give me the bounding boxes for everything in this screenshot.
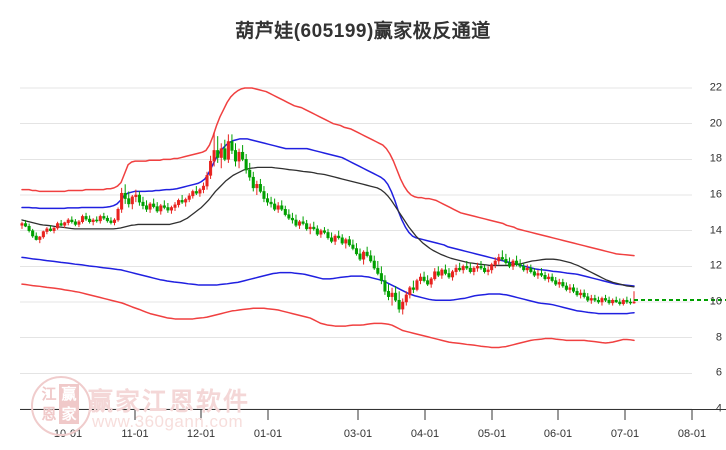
- x-axis-tick-03-01: 03-01: [343, 428, 373, 440]
- y-axis-tick-10: 10: [709, 295, 722, 308]
- page-title: 葫芦娃(605199)赢家极反通道: [235, 21, 491, 42]
- y-axis-tick-22: 22: [709, 81, 722, 94]
- x-axis-tick-06-01: 06-01: [543, 428, 573, 440]
- x-axis-tick-10-01: 10-01: [53, 428, 83, 440]
- x-axis-tick-05-01: 05-01: [477, 428, 507, 440]
- y-axis-tick-6: 6: [715, 366, 722, 379]
- y-axis-tick-18: 18: [709, 152, 722, 165]
- candlestick-series: [20, 132, 636, 315]
- y-axis-tick-12: 12: [709, 259, 722, 272]
- x-axis-tick-marks: [67, 410, 693, 420]
- y-axis-tick-20: 20: [709, 117, 722, 130]
- y-axis-tick-8: 8: [715, 331, 722, 344]
- x-axis-tick-11-01: 11-01: [121, 428, 149, 440]
- x-axis-tick-07-01: 07-01: [610, 428, 640, 440]
- y-axis-tick-16: 16: [709, 188, 722, 201]
- x-axis-tick-08-01: 08-01: [677, 428, 707, 440]
- y-axis-tick-4: 4: [715, 402, 722, 415]
- x-axis-tick-04-01: 04-01: [410, 428, 440, 440]
- y-axis-tick-14: 14: [709, 224, 722, 237]
- x-axis-tick-12-01: 12-01: [186, 428, 216, 440]
- x-axis-tick-01-01: 01-01: [253, 428, 283, 440]
- channel-band-lines: [21, 87, 635, 349]
